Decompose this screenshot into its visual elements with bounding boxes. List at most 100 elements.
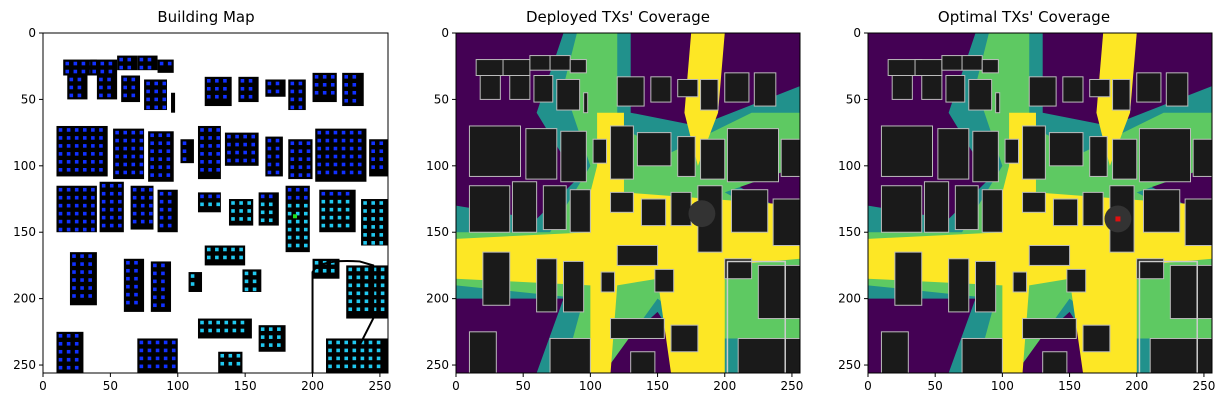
tx-candidate <box>147 356 152 361</box>
tx-candidate <box>239 201 243 205</box>
tx-candidate <box>357 154 362 159</box>
tx-candidate <box>287 243 292 248</box>
tx-candidate <box>368 356 373 361</box>
tx-candidate <box>231 217 235 221</box>
tx-candidate <box>348 275 353 280</box>
tx-candidate <box>139 356 144 361</box>
tx-candidate <box>73 61 78 66</box>
tx-candidate <box>91 203 95 208</box>
tx-candidate <box>329 223 334 228</box>
x-tick-label: 150 <box>234 379 257 393</box>
tx-candidate <box>88 270 92 274</box>
tx-candidate <box>303 187 308 192</box>
tx-candidate <box>99 136 103 140</box>
tx-candidate <box>275 162 280 167</box>
tx-candidate <box>200 136 204 140</box>
tx-candidate <box>236 361 241 366</box>
tx-candidate <box>69 77 74 82</box>
tx-candidate <box>109 207 114 212</box>
tx-candidate <box>101 223 106 228</box>
building-footprint <box>1012 271 1028 293</box>
tx-candidate <box>118 183 122 188</box>
tx-candidate <box>364 299 369 304</box>
tx-candidate <box>66 357 71 362</box>
x-tick-label: 250 <box>780 379 803 393</box>
building-footprint <box>954 185 979 231</box>
panel-title: Deployed TXs' Coverage <box>525 8 711 26</box>
tx-candidate <box>166 149 171 154</box>
tx-candidate <box>360 356 365 361</box>
tx-candidate <box>115 170 119 175</box>
tx-candidate <box>240 328 245 333</box>
tx-candidate <box>66 195 71 200</box>
building-footprint <box>880 331 909 373</box>
tx-candidate <box>115 138 119 143</box>
tx-candidate <box>379 201 384 205</box>
tx-candidate <box>306 149 311 154</box>
tx-candidate <box>345 199 350 204</box>
tx-candidate <box>306 141 311 146</box>
tx-candidate <box>337 207 342 212</box>
building-footprint <box>961 337 1003 373</box>
tx-candidate <box>167 215 172 220</box>
tx-candidate <box>344 90 349 95</box>
tx-candidate <box>260 194 265 199</box>
tx-candidate <box>126 260 130 265</box>
tx-candidate <box>235 158 239 163</box>
tx-candidate <box>348 307 353 312</box>
tx-candidate <box>287 195 292 200</box>
tx-candidate <box>325 162 330 167</box>
tx-candidate <box>337 191 342 196</box>
tx-candidate <box>322 82 327 87</box>
tx-candidate <box>298 105 303 110</box>
tx-candidate <box>380 275 385 280</box>
building-footprint <box>654 268 675 293</box>
x-tick-label: 50 <box>103 379 118 393</box>
x-tick-label: 50 <box>928 379 943 393</box>
tx-candidate <box>379 141 384 146</box>
tx-candidate <box>371 141 375 146</box>
tx-candidate <box>268 194 273 199</box>
tx-candidate <box>109 199 114 204</box>
building-footprint <box>995 92 1001 114</box>
tx-candidate <box>92 61 97 66</box>
tx-candidate <box>166 157 171 161</box>
tx-candidate <box>251 150 256 155</box>
tx-candidate <box>99 152 103 156</box>
building-footprint <box>677 78 699 98</box>
tx-candidate <box>336 348 340 353</box>
tx-candidate <box>162 97 167 102</box>
building-footprint <box>511 181 538 233</box>
selected-tx <box>293 214 298 219</box>
tx-candidate <box>231 209 235 213</box>
tx-candidate <box>216 136 220 140</box>
tx-candidate <box>158 149 163 154</box>
tx-candidate <box>91 136 95 140</box>
building-footprint <box>583 92 589 114</box>
tx-candidate <box>337 199 342 204</box>
tx-candidate <box>317 130 322 135</box>
tx-candidate <box>379 241 384 245</box>
tx-candidate <box>74 128 79 132</box>
tx-candidate <box>357 130 362 135</box>
tx-candidate <box>167 191 172 196</box>
coverage-region <box>868 112 1212 373</box>
x-tick-label: 50 <box>516 379 531 393</box>
tx-candidate <box>139 65 144 70</box>
tx-candidate <box>77 77 82 82</box>
tx-candidate <box>66 219 71 224</box>
building-footprint <box>1165 72 1189 107</box>
building-outline <box>311 260 375 373</box>
building-footprint <box>700 138 726 180</box>
tx-candidate <box>153 287 157 292</box>
tx-candidate <box>155 340 160 345</box>
building-footprint <box>1052 198 1079 227</box>
tx-candidate <box>58 211 63 216</box>
building-footprint <box>630 351 656 373</box>
tx-candidate <box>158 141 163 146</box>
tx-candidate <box>239 217 243 221</box>
building-footprint <box>1022 125 1046 180</box>
tx-candidate <box>260 210 265 215</box>
tx-candidate <box>118 199 122 204</box>
tx-candidate <box>80 278 84 282</box>
